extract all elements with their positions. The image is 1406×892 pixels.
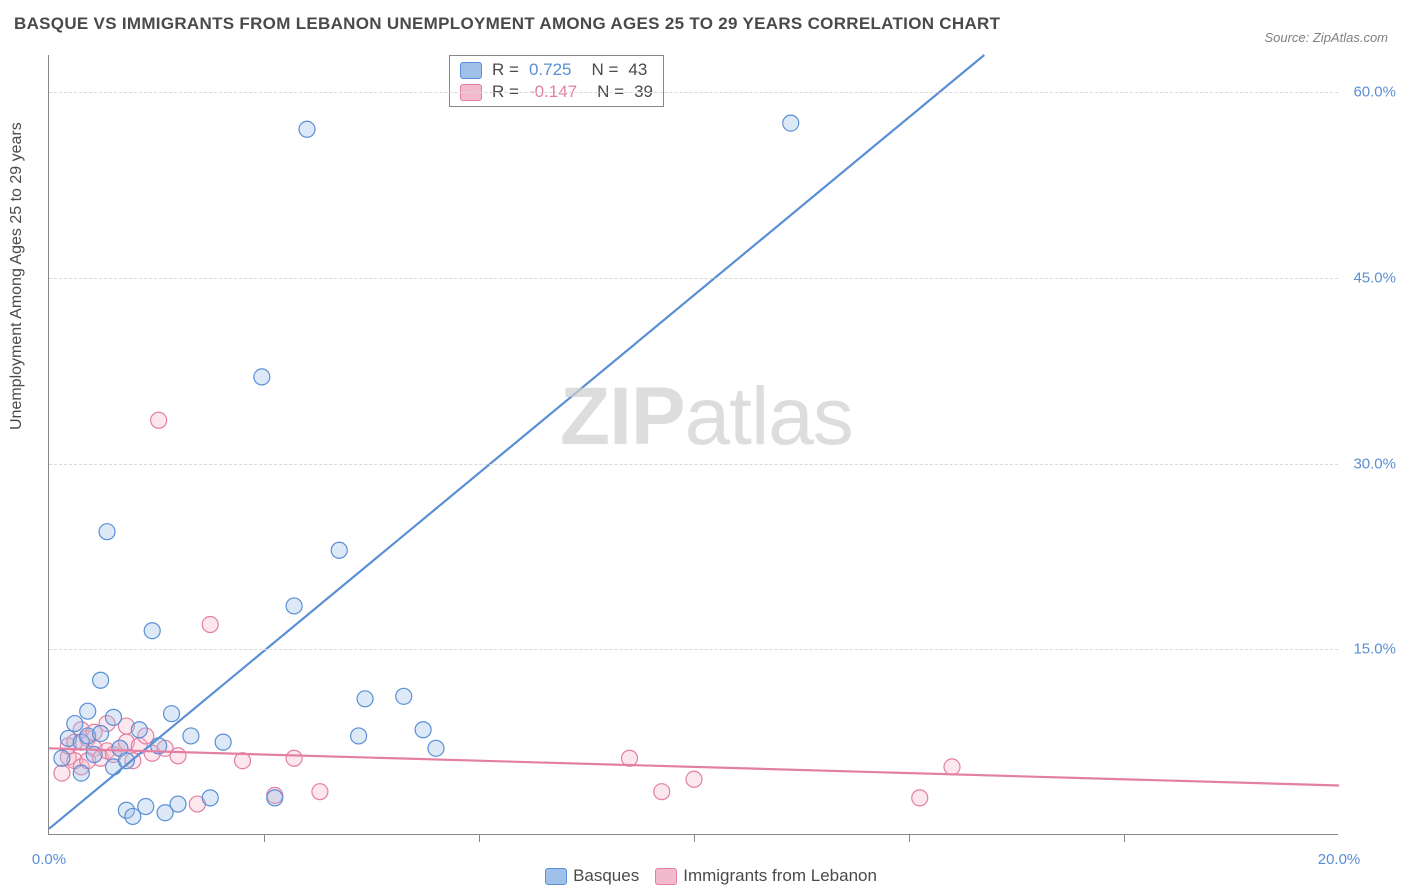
scatter-point bbox=[912, 790, 928, 806]
scatter-point bbox=[73, 765, 89, 781]
scatter-point bbox=[93, 672, 109, 688]
y-tick-label: 15.0% bbox=[1353, 641, 1396, 658]
scatter-point bbox=[99, 524, 115, 540]
y-tick-label: 60.0% bbox=[1353, 84, 1396, 101]
scatter-point bbox=[944, 759, 960, 775]
y-gridline bbox=[49, 278, 1338, 279]
legend-r-value: 0.725 bbox=[529, 60, 572, 80]
scatter-point bbox=[331, 542, 347, 558]
legend-series-label: Immigrants from Lebanon bbox=[683, 866, 877, 885]
y-gridline bbox=[49, 649, 1338, 650]
scatter-point bbox=[286, 598, 302, 614]
scatter-point bbox=[267, 790, 283, 806]
scatter-point bbox=[686, 771, 702, 787]
scatter-point bbox=[164, 706, 180, 722]
scatter-point bbox=[138, 799, 154, 815]
scatter-point bbox=[215, 734, 231, 750]
legend-swatch bbox=[460, 62, 482, 79]
chart-title: BASQUE VS IMMIGRANTS FROM LEBANON UNEMPL… bbox=[14, 14, 1000, 34]
legend-series-label: Basques bbox=[573, 866, 639, 885]
scatter-point bbox=[170, 796, 186, 812]
scatter-point bbox=[202, 790, 218, 806]
x-tick-mark bbox=[479, 834, 480, 842]
plot-area: R =0.725N =43R =-0.147N =39 15.0%30.0%45… bbox=[48, 55, 1338, 835]
scatter-point bbox=[54, 765, 70, 781]
y-gridline bbox=[49, 464, 1338, 465]
correlation-legend: R =0.725N =43R =-0.147N =39 bbox=[449, 55, 664, 107]
scatter-point bbox=[351, 728, 367, 744]
scatter-point bbox=[202, 617, 218, 633]
x-tick-mark bbox=[909, 834, 910, 842]
x-tick-mark bbox=[264, 834, 265, 842]
scatter-point bbox=[396, 688, 412, 704]
y-axis-label: Unemployment Among Ages 25 to 29 years bbox=[8, 122, 26, 430]
source-attribution: Source: ZipAtlas.com bbox=[1264, 30, 1388, 45]
y-gridline bbox=[49, 92, 1338, 93]
scatter-point bbox=[299, 121, 315, 137]
scatter-point bbox=[415, 722, 431, 738]
y-tick-label: 45.0% bbox=[1353, 269, 1396, 286]
scatter-point bbox=[286, 750, 302, 766]
scatter-point bbox=[93, 725, 109, 741]
scatter-point bbox=[183, 728, 199, 744]
scatter-svg bbox=[49, 55, 1338, 834]
x-tick-mark bbox=[1124, 834, 1125, 842]
scatter-point bbox=[54, 750, 70, 766]
legend-swatch bbox=[545, 868, 567, 885]
scatter-point bbox=[144, 623, 160, 639]
scatter-point bbox=[151, 412, 167, 428]
scatter-point bbox=[312, 784, 328, 800]
scatter-point bbox=[357, 691, 373, 707]
scatter-point bbox=[428, 740, 444, 756]
legend-row: R = 0.725 N = 43 bbox=[460, 59, 653, 81]
x-tick-mark bbox=[694, 834, 695, 842]
scatter-point bbox=[106, 709, 122, 725]
scatter-point bbox=[80, 703, 96, 719]
scatter-point bbox=[170, 748, 186, 764]
series-legend: Basques Immigrants from Lebanon bbox=[0, 866, 1406, 886]
scatter-point bbox=[654, 784, 670, 800]
legend-n-value: 43 bbox=[628, 60, 647, 80]
scatter-point bbox=[131, 722, 147, 738]
scatter-point bbox=[67, 716, 83, 732]
legend-n-label: N = bbox=[591, 60, 618, 80]
y-tick-label: 30.0% bbox=[1353, 455, 1396, 472]
legend-r-label: R = bbox=[492, 60, 519, 80]
trend-line bbox=[49, 55, 984, 829]
legend-swatch bbox=[655, 868, 677, 885]
scatter-point bbox=[254, 369, 270, 385]
scatter-point bbox=[783, 115, 799, 131]
